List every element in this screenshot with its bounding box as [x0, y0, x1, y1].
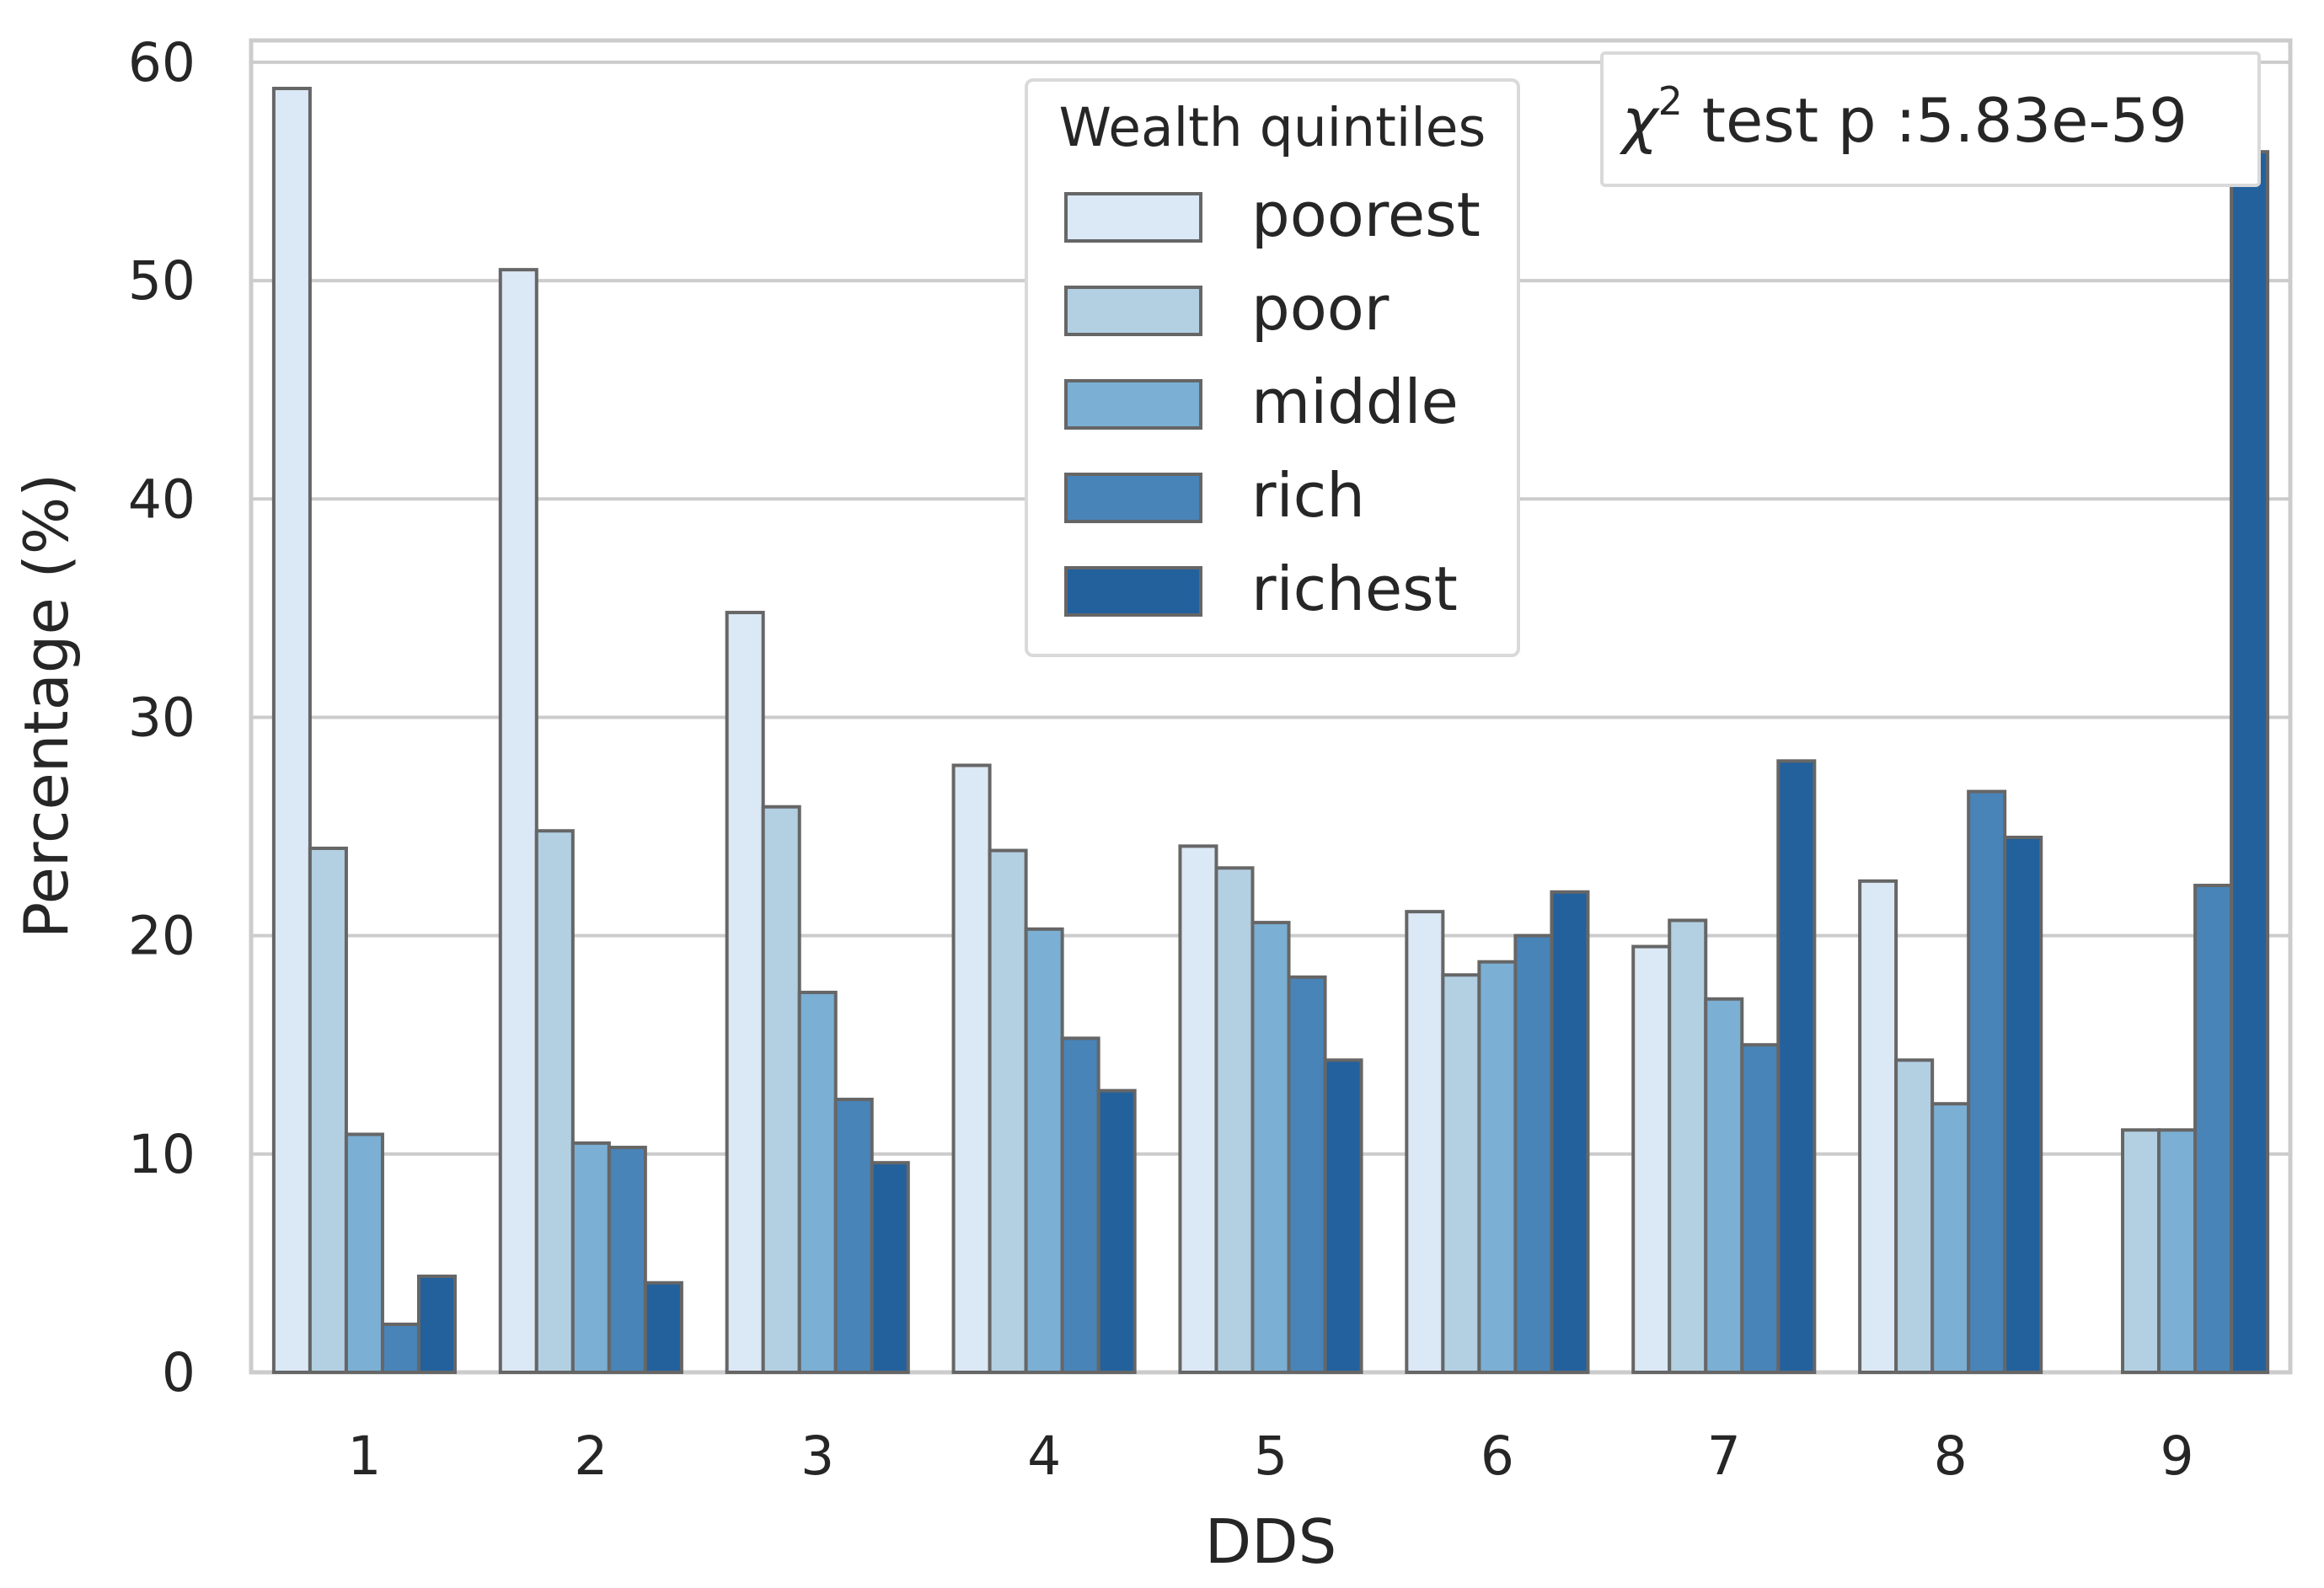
x-tick-label: 1	[347, 1425, 381, 1487]
bar-poorest-dds-6	[1405, 910, 1445, 1374]
y-tick-label: 50	[128, 250, 195, 312]
chi-superscript: 2	[1658, 78, 1683, 124]
bar-middle-dds-8	[1930, 1102, 1971, 1375]
y-tick-label: 30	[128, 687, 195, 748]
legend-swatch-middle	[1064, 379, 1202, 430]
x-tick-label: 8	[1934, 1425, 1968, 1487]
bar-middle-dds-3	[797, 991, 838, 1375]
bar-middle-dds-1	[344, 1132, 384, 1374]
bar-richest-dds-4	[1096, 1088, 1137, 1374]
bar-richest-dds-3	[870, 1161, 910, 1374]
bar-poor-dds-1	[308, 846, 348, 1374]
bar-rich-dds-6	[1513, 933, 1554, 1375]
x-tick-label: 7	[1707, 1425, 1741, 1487]
x-axis-title: DDS	[1205, 1506, 1337, 1577]
bar-middle-dds-2	[570, 1141, 611, 1374]
bar-rich-dds-5	[1287, 975, 1327, 1375]
y-axis-ticks: 0 10 20 30 40 50 60	[128, 32, 195, 1404]
bar-poorest-dds-4	[951, 763, 992, 1374]
bar-rich-dds-7	[1740, 1043, 1780, 1374]
bar-richest-dds-1	[416, 1274, 458, 1375]
x-axis-ticks: 1 2 3 4 5 6 7 8 9	[347, 1425, 2193, 1487]
bar-poorest-dds-1	[271, 87, 312, 1375]
legend-label-rich: rich	[1251, 460, 1365, 531]
x-tick-label: 2	[574, 1425, 608, 1487]
legend-label-middle: middle	[1251, 366, 1459, 437]
legend: Wealth quintiles poorest poor middle rich ri…	[1025, 78, 1520, 657]
bar-richest-dds-5	[1323, 1058, 1363, 1374]
legend-swatch-poor	[1064, 286, 1202, 336]
x-tick-label: 4	[1027, 1425, 1061, 1487]
bar-poor-dds-7	[1668, 918, 1708, 1374]
y-tick-label: 60	[128, 32, 195, 94]
y-tick-label: 40	[128, 468, 195, 530]
bar-richest-dds-7	[1776, 759, 1817, 1374]
legend-label-poor: poor	[1251, 273, 1390, 344]
bar-rich-dds-9	[2193, 884, 2234, 1374]
bar-middle-dds-9	[2157, 1128, 2198, 1374]
bar-poor-dds-5	[1214, 866, 1255, 1374]
y-tick-label: 20	[128, 906, 195, 967]
stats-test-label: test p :5.83e-59	[1683, 85, 2187, 156]
legend-title: Wealth quintiles	[1059, 97, 1486, 158]
bar-poor-dds-2	[534, 829, 575, 1374]
bar-poorest-dds-5	[1178, 844, 1218, 1374]
bar-poor-dds-8	[1894, 1058, 1935, 1374]
bar-middle-dds-5	[1250, 921, 1291, 1374]
bar-richest-dds-9	[2230, 150, 2270, 1374]
bar-poor-dds-3	[761, 805, 801, 1374]
y-axis-title: Percentage (%)	[11, 473, 82, 939]
legend-swatch-poorest	[1064, 192, 1202, 243]
bar-poorest-dds-7	[1631, 944, 1672, 1375]
x-tick-label: 6	[1481, 1425, 1514, 1487]
bar-poorest-dds-3	[725, 611, 765, 1374]
stats-annotation-box	[1600, 51, 2261, 187]
bar-middle-dds-7	[1704, 997, 1744, 1374]
bar-richest-dds-6	[1550, 890, 1590, 1374]
bar-middle-dds-4	[1024, 927, 1064, 1374]
x-tick-label: 3	[801, 1425, 834, 1487]
y-tick-label: 0	[162, 1342, 195, 1404]
bar-middle-dds-6	[1477, 960, 1518, 1374]
legend-items: poorest poor middle rich richest	[1064, 179, 1481, 624]
legend-swatch-rich	[1064, 473, 1202, 523]
bar-richest-dds-2	[643, 1281, 683, 1375]
bar-rich-dds-3	[833, 1098, 874, 1374]
x-tick-label: 9	[2161, 1425, 2194, 1487]
bar-rich-dds-1	[380, 1322, 420, 1375]
legend-label-richest: richest	[1251, 553, 1458, 624]
y-tick-label: 10	[128, 1124, 195, 1185]
bar-poor-dds-9	[2121, 1128, 2161, 1374]
legend-label-poorest: poorest	[1251, 179, 1481, 250]
chi-symbol: χ	[1619, 85, 1660, 156]
bar-richest-dds-8	[2003, 836, 2043, 1374]
bar-rich-dds-8	[1967, 789, 2007, 1374]
bar-poorest-dds-8	[1858, 879, 1898, 1374]
bar-poor-dds-4	[988, 848, 1028, 1374]
stats-annotation-text: χ2 test p :5.83e-59	[1619, 78, 2187, 156]
bar-rich-dds-2	[607, 1146, 647, 1375]
stats-annotation: χ2 test p :5.83e-59	[1600, 51, 2261, 187]
bars	[271, 87, 2270, 1375]
bar-rich-dds-4	[1060, 1036, 1100, 1374]
bar-poorest-dds-2	[498, 268, 538, 1374]
bar-poor-dds-6	[1441, 973, 1481, 1374]
legend-swatch-richest	[1064, 566, 1202, 617]
x-tick-label: 5	[1254, 1425, 1288, 1487]
